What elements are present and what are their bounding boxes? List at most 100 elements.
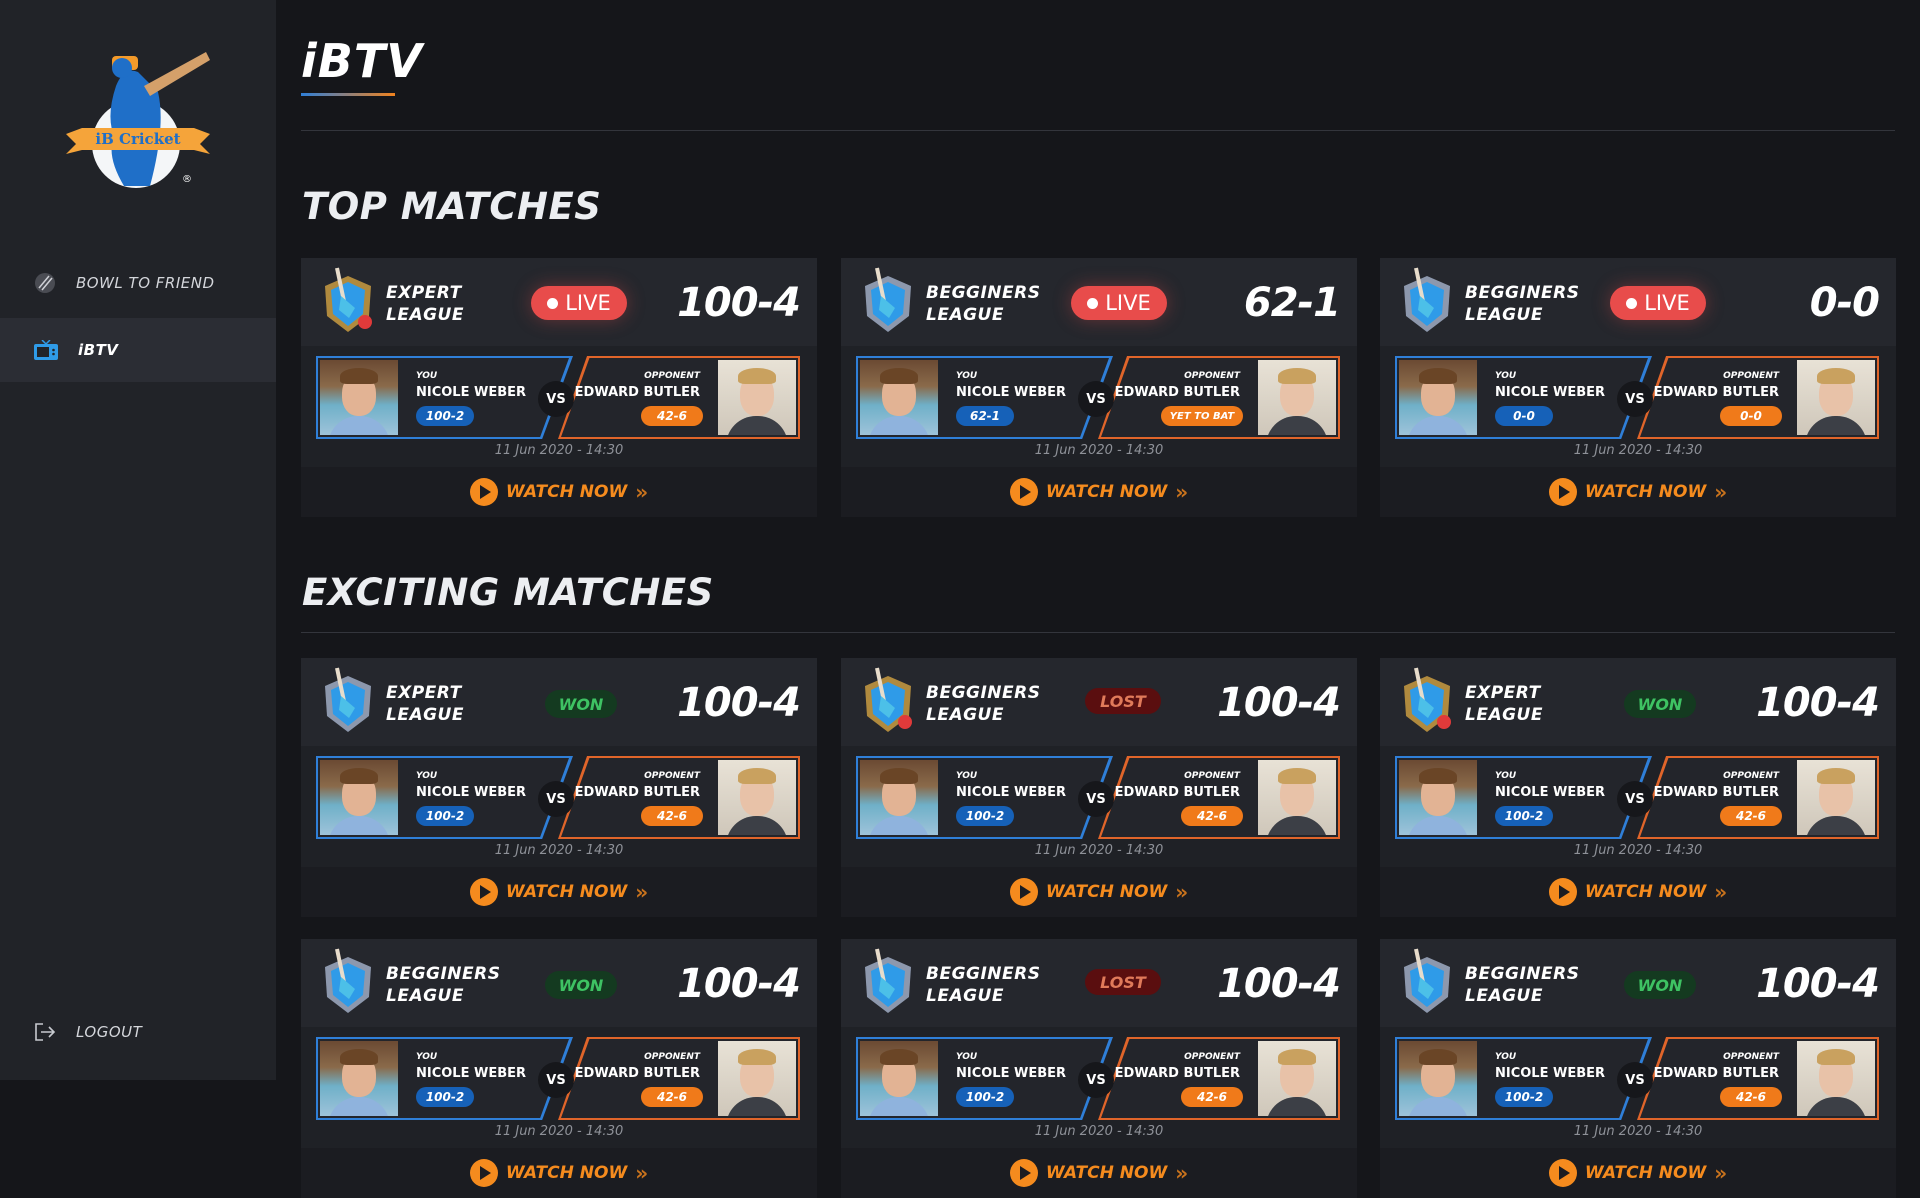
league-name-line: LEAGUE <box>386 986 464 1006</box>
status-badge-live: LIVE <box>531 286 627 320</box>
match-card[interactable]: BEGGINERS LEAGUE LIVE 62-1 YOU NICOLE WEB… <box>841 258 1357 517</box>
double-chevron-right-icon: » <box>1714 880 1728 904</box>
opponent-name: EDWARD BUTLER <box>574 1066 700 1081</box>
watch-now-button[interactable]: WATCH NOW » <box>841 1148 1357 1198</box>
opponent-avatar <box>1797 1041 1875 1116</box>
double-chevron-right-icon: » <box>635 880 649 904</box>
watch-now-label: WATCH NOW <box>1045 1163 1168 1183</box>
vs-badge: VS <box>538 781 574 817</box>
match-card-header: BEGGINERS LEAGUE LOST 100-4 <box>841 939 1357 1027</box>
match-score: 100-4 <box>677 280 801 326</box>
opponent-label: OPPONENT <box>1723 771 1779 781</box>
match-card[interactable]: BEGGINERS LEAGUE LOST 100-4 YOU NICOLE WE… <box>841 939 1357 1198</box>
you-score: 100-2 <box>416 1087 474 1107</box>
match-card[interactable]: BEGGINERS LEAGUE WON 100-4 YOU NICOLE WEB… <box>1380 939 1896 1198</box>
sidebar-item-bowl-to-friend[interactable]: BOWL TO FRIEND <box>0 251 276 315</box>
opponent-avatar <box>718 1041 796 1116</box>
league-name-line: EXPERT <box>386 683 462 703</box>
main-content: iBTV TOP MATCHES EXCITING MATCHES EXPERT… <box>301 0 1896 1198</box>
watch-now-label: WATCH NOW <box>505 482 628 502</box>
match-card[interactable]: BEGGINERS LEAGUE LOST 100-4 YOU NICOLE WE… <box>841 658 1357 917</box>
status-badge-won: WON <box>1624 690 1696 718</box>
match-card[interactable]: BEGGINERS LEAGUE LIVE 0-0 YOU NICOLE WEBE… <box>1380 258 1896 517</box>
expert-league-shield-icon <box>1404 667 1451 732</box>
double-chevron-right-icon: » <box>1714 1161 1728 1185</box>
match-card[interactable]: EXPERT LEAGUE WON 100-4 YOU NICOLE WEBER … <box>1380 658 1896 917</box>
you-avatar <box>860 360 938 435</box>
opponent-label: OPPONENT <box>1723 371 1779 381</box>
match-date: 11 Jun 2020 - 14:30 <box>1034 843 1164 858</box>
watch-now-button[interactable]: WATCH NOW » <box>301 867 817 917</box>
league-name-line: BEGGINERS <box>1465 283 1580 303</box>
match-card[interactable]: EXPERT LEAGUE WON 100-4 YOU NICOLE WEBER … <box>301 658 817 917</box>
match-card-header: BEGGINERS LEAGUE WON 100-4 <box>301 939 817 1027</box>
watch-now-button[interactable]: WATCH NOW » <box>1380 1148 1896 1198</box>
opponent-label: OPPONENT <box>644 1052 700 1062</box>
you-label: YOU <box>1495 771 1517 781</box>
logout-button[interactable]: LOGOUT <box>0 1000 276 1064</box>
opponent-avatar <box>1258 1041 1336 1116</box>
you-avatar <box>860 760 938 835</box>
beginner-league-shield-icon <box>1404 267 1450 332</box>
opponent-score: 42-6 <box>1181 1087 1243 1107</box>
opponent-avatar <box>1258 760 1336 835</box>
league-name-line: LEAGUE <box>1465 705 1543 725</box>
vs-badge: VS <box>1078 381 1114 417</box>
you-name: NICOLE WEBER <box>956 785 1067 800</box>
you-name: NICOLE WEBER <box>956 385 1067 400</box>
opponent-score: YET TO BAT <box>1161 406 1243 426</box>
status-badge-lost: LOST <box>1085 969 1161 995</box>
divider <box>301 130 1895 131</box>
match-card[interactable]: BEGGINERS LEAGUE WON 100-4 YOU NICOLE WEB… <box>301 939 817 1198</box>
watch-now-button[interactable]: WATCH NOW » <box>1380 867 1896 917</box>
sidebar-item-label: iBTV <box>78 341 119 359</box>
watch-now-button[interactable]: WATCH NOW » <box>841 867 1357 917</box>
players-panel: YOU NICOLE WEBER 100-2 VS OPPONENT EDWAR… <box>1395 1037 1879 1120</box>
you-label: YOU <box>416 1052 438 1062</box>
play-icon <box>1548 478 1577 506</box>
you-label: YOU <box>956 1052 978 1062</box>
league-name-line: LEAGUE <box>1465 986 1543 1006</box>
opponent-score: 42-6 <box>1181 806 1243 826</box>
league-name: BEGGINERS LEAGUE <box>1465 963 1579 1007</box>
logout-icon <box>35 1023 56 1041</box>
beginner-league-shield-icon <box>865 948 911 1013</box>
you-name: NICOLE WEBER <box>416 385 527 400</box>
match-score: 100-4 <box>1217 680 1341 726</box>
double-chevron-right-icon: » <box>635 480 649 504</box>
play-icon <box>469 1159 498 1187</box>
status-badge-won: WON <box>545 690 617 718</box>
double-chevron-right-icon: » <box>1714 480 1728 504</box>
watch-now-button[interactable]: WATCH NOW » <box>301 467 817 517</box>
play-icon <box>1548 878 1577 906</box>
sidebar-item-ibtv[interactable]: iBTV <box>0 318 276 382</box>
status-badge-won: WON <box>1624 971 1696 999</box>
league-name-line: LEAGUE <box>386 305 464 325</box>
match-date: 11 Jun 2020 - 14:30 <box>494 443 624 458</box>
you-name: NICOLE WEBER <box>416 1066 527 1081</box>
opponent-name: EDWARD BUTLER <box>574 385 700 400</box>
match-score: 100-4 <box>677 680 801 726</box>
you-score: 100-2 <box>416 406 474 426</box>
opponent-label: OPPONENT <box>1184 371 1240 381</box>
vs-badge: VS <box>1617 781 1653 817</box>
watch-now-button[interactable]: WATCH NOW » <box>1380 467 1896 517</box>
opponent-avatar <box>718 760 796 835</box>
status-label: WON <box>1637 694 1683 714</box>
opponent-avatar <box>718 360 796 435</box>
match-card[interactable]: EXPERT LEAGUE LIVE 100-4 YOU NICOLE WEBER… <box>301 258 817 517</box>
sidebar: iB Cricket ® BOWL TO FRIEND iBTV LOGOUT <box>0 0 276 1080</box>
players-panel: YOU NICOLE WEBER 100-2 VS OPPONENT EDWAR… <box>316 356 800 439</box>
league-name-line: BEGGINERS <box>1465 964 1580 984</box>
you-label: YOU <box>416 771 438 781</box>
watch-now-button[interactable]: WATCH NOW » <box>301 1148 817 1198</box>
you-avatar <box>1399 760 1477 835</box>
opponent-name: EDWARD BUTLER <box>1653 785 1779 800</box>
sidebar-item-label: BOWL TO FRIEND <box>76 274 215 292</box>
opponent-label: OPPONENT <box>644 771 700 781</box>
league-name: BEGGINERS LEAGUE <box>386 963 500 1007</box>
opponent-avatar <box>1797 360 1875 435</box>
you-label: YOU <box>1495 1052 1517 1062</box>
you-name: NICOLE WEBER <box>956 1066 1067 1081</box>
watch-now-button[interactable]: WATCH NOW » <box>841 467 1357 517</box>
